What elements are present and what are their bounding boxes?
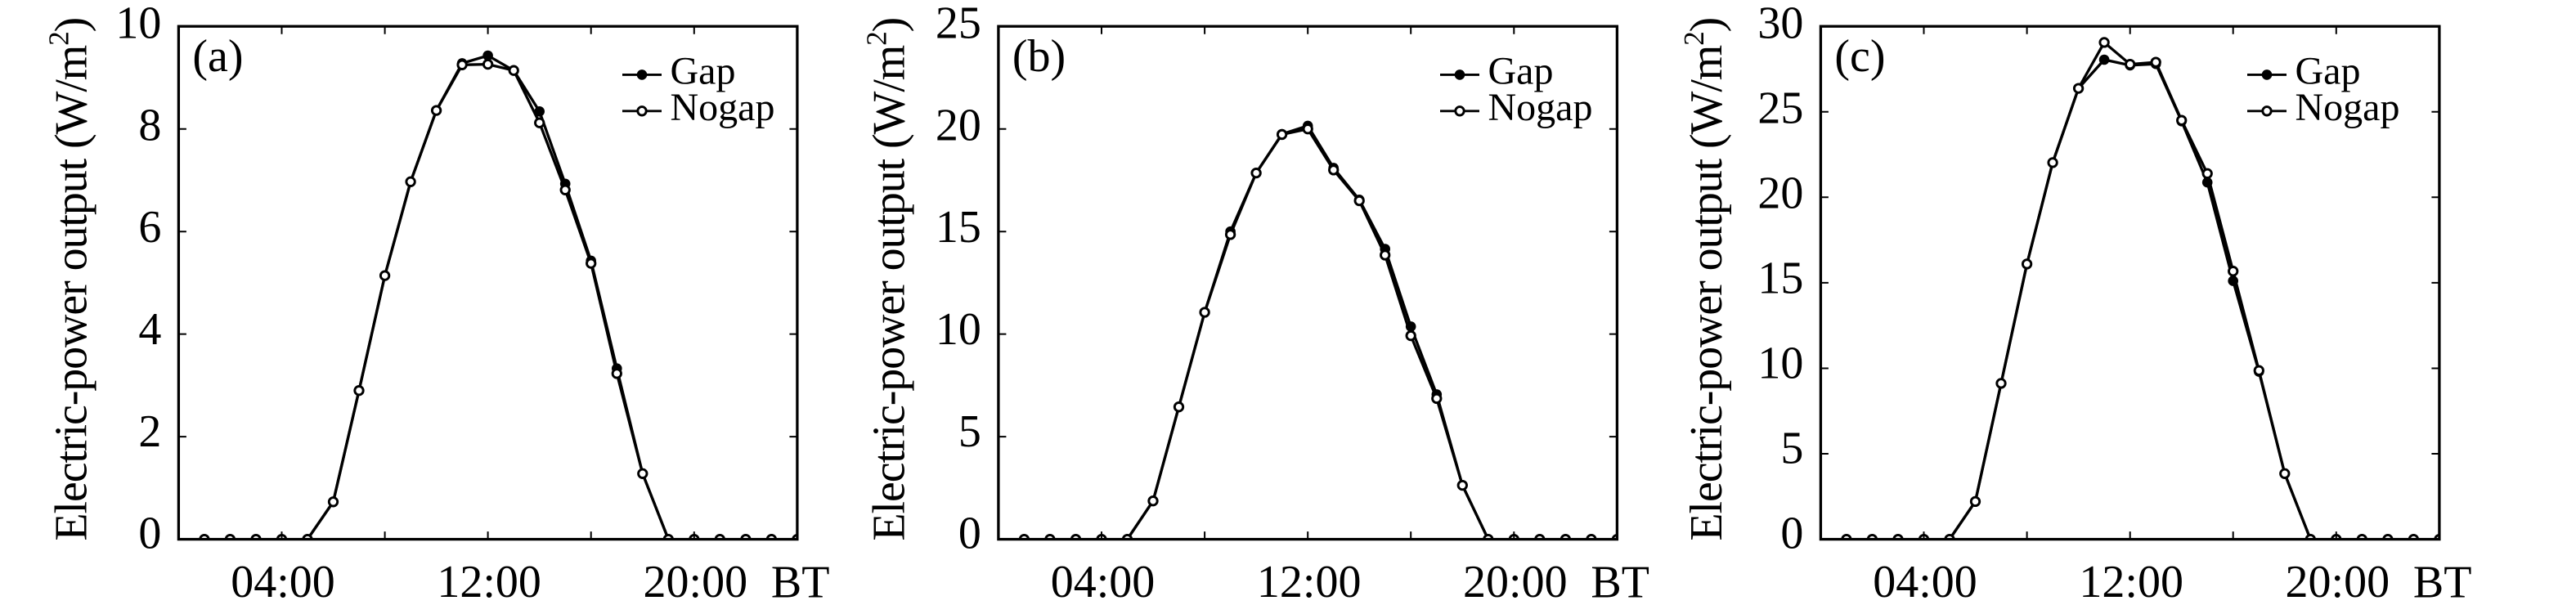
svg-text:5: 5 xyxy=(958,406,981,457)
svg-text:0: 0 xyxy=(958,509,981,559)
svg-text:25: 25 xyxy=(1757,83,1803,134)
svg-text:10: 10 xyxy=(115,0,161,49)
svg-text:04:00: 04:00 xyxy=(1873,557,1977,607)
svg-text:20: 20 xyxy=(936,100,981,150)
svg-text:04:00: 04:00 xyxy=(1051,557,1156,607)
svg-text:20:00: 20:00 xyxy=(644,557,748,607)
svg-text:Nogap: Nogap xyxy=(1488,86,1593,129)
svg-text:20: 20 xyxy=(1757,168,1803,219)
svg-text:Gap: Gap xyxy=(2296,49,2361,92)
svg-text:4: 4 xyxy=(138,304,161,355)
svg-text:10: 10 xyxy=(1757,338,1803,389)
svg-text:Electric-power output (W/m2): Electric-power output (W/m2) xyxy=(861,18,915,541)
svg-text:(c): (c) xyxy=(1834,31,1885,82)
svg-text:20:00: 20:00 xyxy=(1463,557,1568,607)
svg-text:0: 0 xyxy=(138,509,161,559)
svg-text:5: 5 xyxy=(1780,424,1803,474)
svg-text:12:00: 12:00 xyxy=(437,557,541,607)
svg-text:Electric-power output (W/m2): Electric-power output (W/m2) xyxy=(1678,18,1732,541)
svg-text:BT: BT xyxy=(1591,558,1649,608)
svg-text:20:00: 20:00 xyxy=(2286,557,2390,607)
svg-text:12:00: 12:00 xyxy=(1257,557,1362,607)
svg-text:BT: BT xyxy=(771,558,830,608)
svg-text:Electric-power output (W/m2): Electric-power output (W/m2) xyxy=(43,18,97,541)
svg-text:25: 25 xyxy=(936,0,981,49)
svg-text:BT: BT xyxy=(2413,558,2472,608)
svg-text:30: 30 xyxy=(1757,0,1803,49)
svg-text:(b): (b) xyxy=(1012,31,1066,82)
svg-text:15: 15 xyxy=(1757,253,1803,304)
svg-text:2: 2 xyxy=(138,406,161,457)
svg-text:Gap: Gap xyxy=(1488,49,1554,92)
svg-text:6: 6 xyxy=(138,202,161,253)
svg-text:15: 15 xyxy=(936,202,981,253)
svg-text:Nogap: Nogap xyxy=(2296,86,2400,129)
svg-text:12:00: 12:00 xyxy=(2079,557,2183,607)
svg-text:Nogap: Nogap xyxy=(671,86,775,129)
svg-text:8: 8 xyxy=(138,100,161,150)
svg-text:Gap: Gap xyxy=(671,49,736,92)
svg-text:10: 10 xyxy=(936,304,981,355)
svg-text:(a): (a) xyxy=(192,31,243,82)
svg-text:04:00: 04:00 xyxy=(231,557,335,607)
svg-text:0: 0 xyxy=(1780,509,1803,559)
